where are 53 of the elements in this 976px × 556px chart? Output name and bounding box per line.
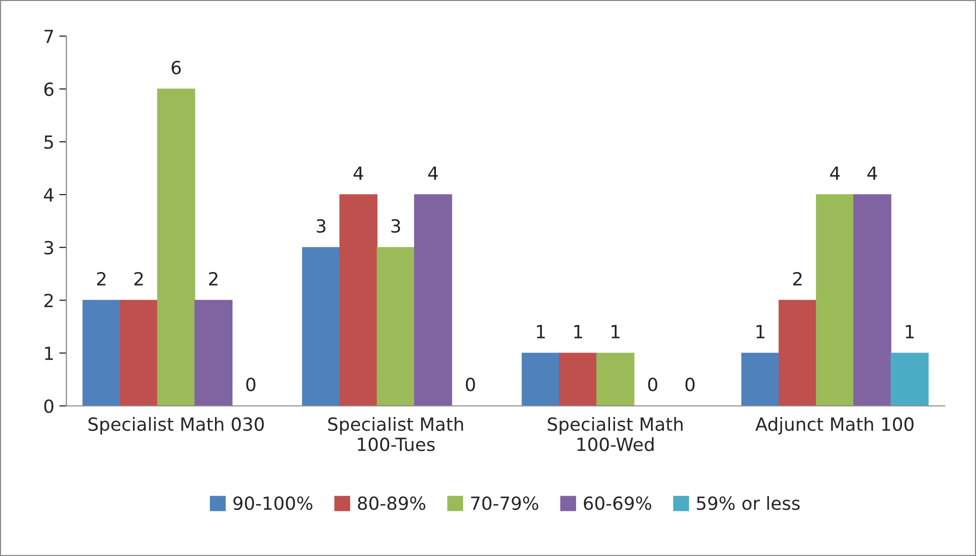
- data-label: 4: [428, 166, 438, 180]
- data-label: 0: [466, 378, 475, 392]
- data-label: 3: [391, 219, 400, 233]
- x-tick-label: Specialist Math 030: [88, 416, 264, 434]
- bar: [816, 194, 854, 406]
- bar: [853, 194, 892, 406]
- bar: [890, 352, 929, 406]
- legend-label: 90-100%: [233, 496, 312, 510]
- data-label: 1: [536, 325, 545, 338]
- bar: [596, 352, 634, 406]
- y-tick-label: 4: [44, 188, 54, 202]
- data-label: 1: [574, 325, 582, 338]
- y-tick-label: 7: [44, 30, 54, 43]
- bar: [339, 194, 378, 406]
- x-tick-label: Specialist Math 100-Tues: [328, 416, 463, 452]
- legend-label: 80-89%: [358, 496, 426, 510]
- data-label: 1: [906, 325, 914, 338]
- data-label: 0: [246, 378, 256, 392]
- data-label: 6: [172, 60, 181, 74]
- bar: [157, 88, 196, 406]
- data-label: 1: [756, 325, 764, 338]
- data-label: 1: [612, 325, 620, 338]
- y-tick-label: 1: [45, 346, 53, 360]
- data-label: 2: [793, 272, 802, 286]
- bar: [741, 352, 780, 406]
- bar: [559, 352, 598, 406]
- data-label: 2: [97, 272, 106, 286]
- bar: [376, 247, 415, 406]
- bar: [414, 194, 452, 406]
- bar: [778, 300, 817, 406]
- data-label: 4: [354, 166, 364, 180]
- x-tick-label: Adjunct Math 100: [755, 416, 914, 434]
- data-label: 2: [209, 272, 218, 286]
- bar: [302, 247, 340, 406]
- bar: [522, 352, 560, 406]
- data-label: 2: [134, 272, 143, 286]
- data-label: 0: [685, 378, 695, 392]
- y-tick-label: 0: [44, 399, 54, 413]
- data-label: 4: [867, 166, 878, 180]
- y-tick-label: 2: [44, 294, 53, 308]
- data-label: 0: [648, 378, 658, 392]
- bar: [120, 300, 158, 406]
- y-tick-label: 5: [44, 135, 53, 149]
- y-tick-label: 3: [44, 240, 54, 255]
- data-label: 4: [830, 166, 840, 180]
- y-tick-label: 6: [44, 82, 54, 96]
- legend-label: 59% or less: [696, 496, 800, 510]
- legend-label: 70-79%: [471, 496, 538, 510]
- data-label: 3: [316, 219, 326, 233]
- bar: [194, 300, 233, 406]
- x-tick-label: Specialist Math 100-Wed: [548, 416, 683, 452]
- legend-label: 60-69%: [584, 496, 652, 510]
- bar: [82, 300, 121, 406]
